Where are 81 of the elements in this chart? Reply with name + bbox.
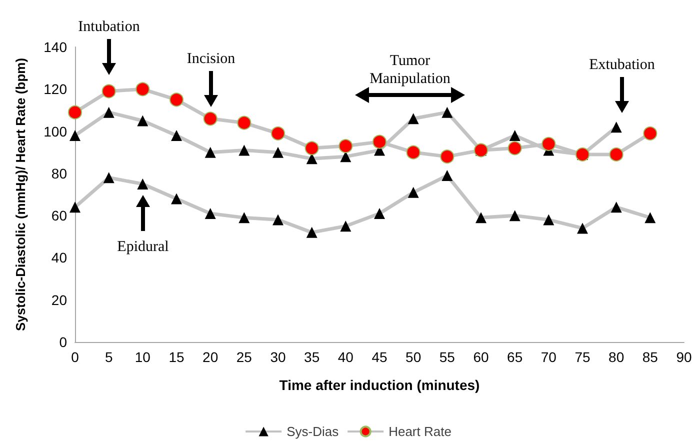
point [408, 113, 419, 124]
point [509, 210, 520, 222]
point [306, 226, 318, 238]
point [340, 220, 352, 232]
point [238, 144, 250, 156]
x-tick-label: 80 [608, 349, 624, 365]
y-tick-label: 120 [44, 81, 68, 98]
y-tick-label: 140 [44, 39, 68, 55]
point [204, 146, 216, 158]
annotation: Tumor Manipulation [370, 53, 451, 87]
annotation: Epidural [117, 239, 169, 255]
point [442, 170, 453, 182]
point [440, 150, 454, 164]
point [272, 214, 284, 226]
point [70, 202, 80, 213]
x-tick-label: 5 [104, 349, 113, 365]
point [508, 141, 522, 156]
x-tick-label: 75 [574, 349, 590, 365]
point [68, 105, 82, 120]
point [171, 130, 182, 141]
x-tick-label: 70 [540, 349, 557, 365]
point [509, 130, 520, 141]
point [644, 212, 656, 224]
point [610, 122, 622, 133]
x-tick-label: 40 [338, 349, 354, 365]
point [204, 208, 216, 219]
y-tick-label: 80 [51, 165, 68, 182]
text: Intubation [78, 19, 140, 35]
point [203, 112, 218, 126]
x-tick-label: 65 [507, 349, 523, 365]
point [406, 145, 420, 160]
y-tick-label: 60 [51, 208, 68, 224]
point [374, 208, 385, 219]
point [543, 214, 554, 226]
point [136, 82, 150, 96]
point [304, 141, 319, 156]
x-tick-label: 20 [202, 349, 218, 365]
y-axis-title: Systolic-Diastolic (mmHg)/ Heart Rate (bpm) [13, 58, 28, 332]
x-tick-label: 25 [236, 349, 252, 365]
x-tick-label: 10 [134, 349, 151, 365]
point [137, 115, 148, 126]
x-tick-label: 50 [406, 349, 422, 365]
x-tick-label: 55 [439, 349, 456, 365]
point [171, 193, 182, 204]
annotation: Extubation [589, 57, 656, 73]
point [408, 186, 419, 198]
x-tick-label: 45 [372, 349, 388, 365]
point [610, 202, 622, 213]
x-tick-label: 60 [473, 349, 489, 365]
point [103, 172, 114, 184]
x-tick-label: 90 [676, 349, 692, 365]
y-tick-label: 40 [51, 250, 68, 266]
legend-label: Sys-Dias [286, 424, 340, 439]
point [609, 147, 624, 162]
legend-label: Heart Rate [388, 424, 452, 439]
point [338, 139, 353, 154]
x-tick-label: 35 [304, 349, 320, 365]
x-tick-label: 15 [168, 349, 184, 365]
annotation: Incision [186, 51, 236, 67]
point [271, 126, 285, 140]
point [70, 130, 80, 141]
point [103, 106, 114, 118]
point [272, 146, 284, 158]
x-tick-label: 30 [270, 349, 286, 365]
point [442, 106, 453, 118]
point [476, 212, 486, 224]
point [238, 212, 250, 224]
y-tick-label: 100 [44, 123, 68, 140]
point [102, 84, 116, 98]
point [170, 92, 184, 107]
point [372, 134, 386, 149]
point [577, 222, 588, 234]
point [643, 126, 658, 140]
x-axis-title: Time after induction (minutes) [279, 377, 480, 393]
x-tick-label: 0 [71, 349, 80, 365]
y-tick-label: 20 [51, 292, 68, 308]
point [137, 178, 148, 190]
y-tick-label: 0 [59, 334, 68, 350]
point [542, 136, 556, 151]
point [237, 116, 252, 130]
x-tick-label: 85 [642, 349, 658, 365]
